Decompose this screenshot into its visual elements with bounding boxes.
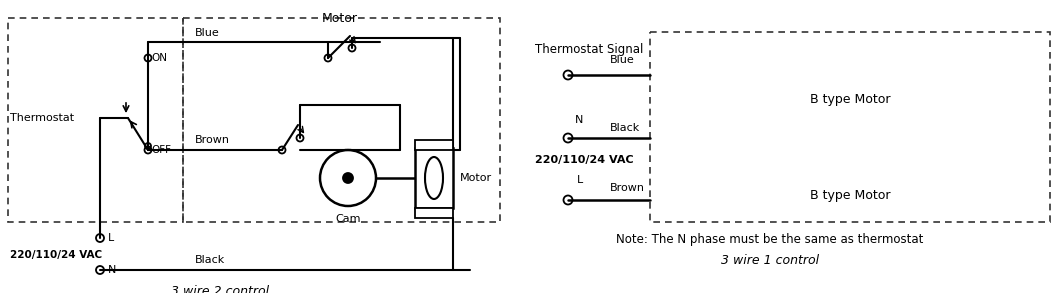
Text: 220/110/24 VAC: 220/110/24 VAC [10,250,102,260]
Text: 220/110/24 VAC: 220/110/24 VAC [535,155,634,165]
Text: N: N [108,265,117,275]
Text: L: L [108,233,114,243]
Text: Cam: Cam [335,214,360,224]
Text: N: N [575,115,583,125]
Bar [650,32,1050,222]
Text: Note: The N phase must be the same as thermostat: Note: The N phase must be the same as th… [616,234,923,246]
Text: B type Motor: B type Motor [810,93,890,106]
Bar [416,140,453,150]
Text: B type Motor: B type Motor [810,188,890,202]
Text: Thermostat Signal: Thermostat Signal [535,43,643,57]
Text: Blue: Blue [195,28,219,38]
Circle shape [343,173,353,183]
Text: L: L [577,175,583,185]
Bar [416,148,453,208]
Text: Motor: Motor [322,12,358,25]
Text: Blue: Blue [610,55,635,65]
Bar [416,208,453,218]
Text: Black: Black [610,123,640,133]
Text: 3 wire 1 control: 3 wire 1 control [721,253,819,267]
Text: 3 wire 2 control: 3 wire 2 control [171,285,269,293]
Bar [183,18,500,222]
Text: OFF: OFF [151,145,171,155]
Text: Black: Black [195,255,225,265]
Bar [8,18,183,222]
Text: ON: ON [151,53,167,63]
Text: Thermostat: Thermostat [10,113,74,123]
Text: Motor: Motor [460,173,492,183]
Ellipse shape [425,157,443,199]
Text: Brown: Brown [195,135,230,145]
Text: Brown: Brown [610,183,644,193]
